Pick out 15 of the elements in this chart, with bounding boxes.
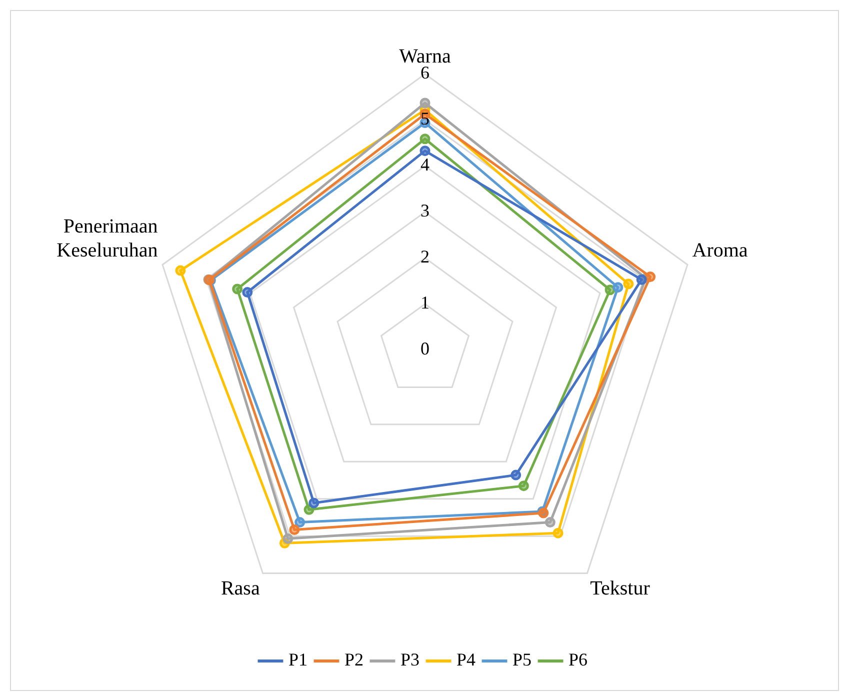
legend-label: P6 [568, 650, 588, 670]
y-tick-label: 4 [420, 154, 430, 175]
legend-label: P3 [400, 650, 420, 670]
legend-label: P1 [288, 650, 308, 670]
spoke-label: Aroma [692, 239, 748, 262]
legend-label: P4 [456, 650, 476, 670]
y-tick-label: 0 [420, 338, 430, 359]
legend-label: P5 [512, 650, 532, 670]
y-tick-label: 2 [420, 246, 430, 267]
y-tick-label: 3 [420, 200, 430, 221]
y-tick-label: 1 [420, 292, 430, 313]
legend-label: P2 [344, 650, 364, 670]
spoke-label: Rasa [220, 578, 260, 600]
spoke-label: Tekstur [590, 578, 650, 600]
spoke-label: Penerimaan Keseluruhan [56, 215, 158, 262]
